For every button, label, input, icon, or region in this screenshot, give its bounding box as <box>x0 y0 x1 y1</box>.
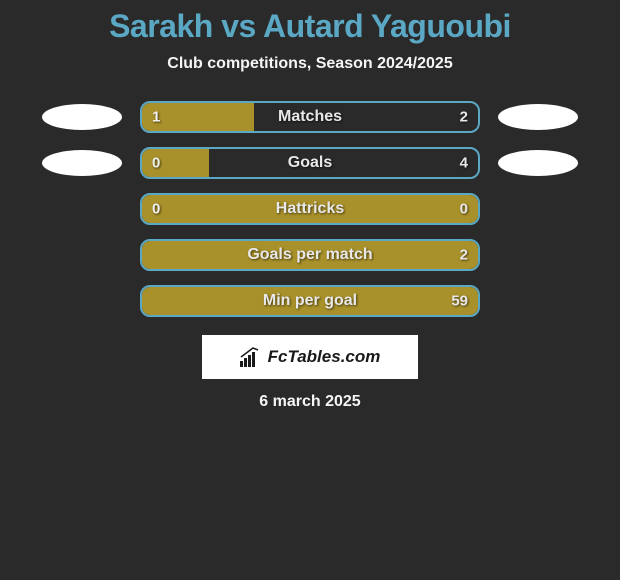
page-title: Sarakh vs Autard Yaguoubi <box>0 8 620 45</box>
spacer <box>42 196 122 222</box>
stats-area: 1 Matches 2 0 Goals 4 0 Hattricks 0 Goals per mat… <box>0 101 620 317</box>
stat-left-value: 0 <box>152 155 160 172</box>
stat-row: 0 Hattricks 0 <box>0 193 620 225</box>
footer-brand-text: FcTables.com <box>268 347 381 367</box>
stat-bar: 0 Hattricks 0 <box>140 193 480 225</box>
spacer <box>498 288 578 314</box>
stat-row: 1 Matches 2 <box>0 101 620 133</box>
spacer <box>42 242 122 268</box>
player-left-marker <box>42 104 122 130</box>
spacer <box>42 288 122 314</box>
stat-row: 0 Goals 4 <box>0 147 620 179</box>
brand-chart-icon <box>240 347 262 367</box>
stat-label: Goals per match <box>247 246 372 264</box>
stat-right-value: 59 <box>451 293 468 310</box>
stat-right-value: 4 <box>460 155 468 172</box>
stat-bar: Min per goal 59 <box>140 285 480 317</box>
stat-bar: Goals per match 2 <box>140 239 480 271</box>
stat-right-value: 2 <box>460 247 468 264</box>
stat-bar: 1 Matches 2 <box>140 101 480 133</box>
subtitle: Club competitions, Season 2024/2025 <box>0 55 620 73</box>
stat-bar: 0 Goals 4 <box>140 147 480 179</box>
footer-brand-box: FcTables.com <box>202 335 418 379</box>
stat-right-value: 2 <box>460 109 468 126</box>
spacer <box>498 242 578 268</box>
stat-label: Min per goal <box>263 292 357 310</box>
stat-row: Min per goal 59 <box>0 285 620 317</box>
stat-row: Goals per match 2 <box>0 239 620 271</box>
player-right-marker <box>498 150 578 176</box>
stat-left-value: 0 <box>152 201 160 218</box>
date-label: 6 march 2025 <box>0 393 620 411</box>
spacer <box>498 196 578 222</box>
comparison-card: Sarakh vs Autard Yaguoubi Club competiti… <box>0 0 620 411</box>
player-right-marker <box>498 104 578 130</box>
stat-left-value: 1 <box>152 109 160 126</box>
stat-label: Hattricks <box>276 200 344 218</box>
stat-right-value: 0 <box>460 201 468 218</box>
player-left-marker <box>42 150 122 176</box>
stat-label: Matches <box>278 108 342 126</box>
stat-label: Goals <box>288 154 332 172</box>
